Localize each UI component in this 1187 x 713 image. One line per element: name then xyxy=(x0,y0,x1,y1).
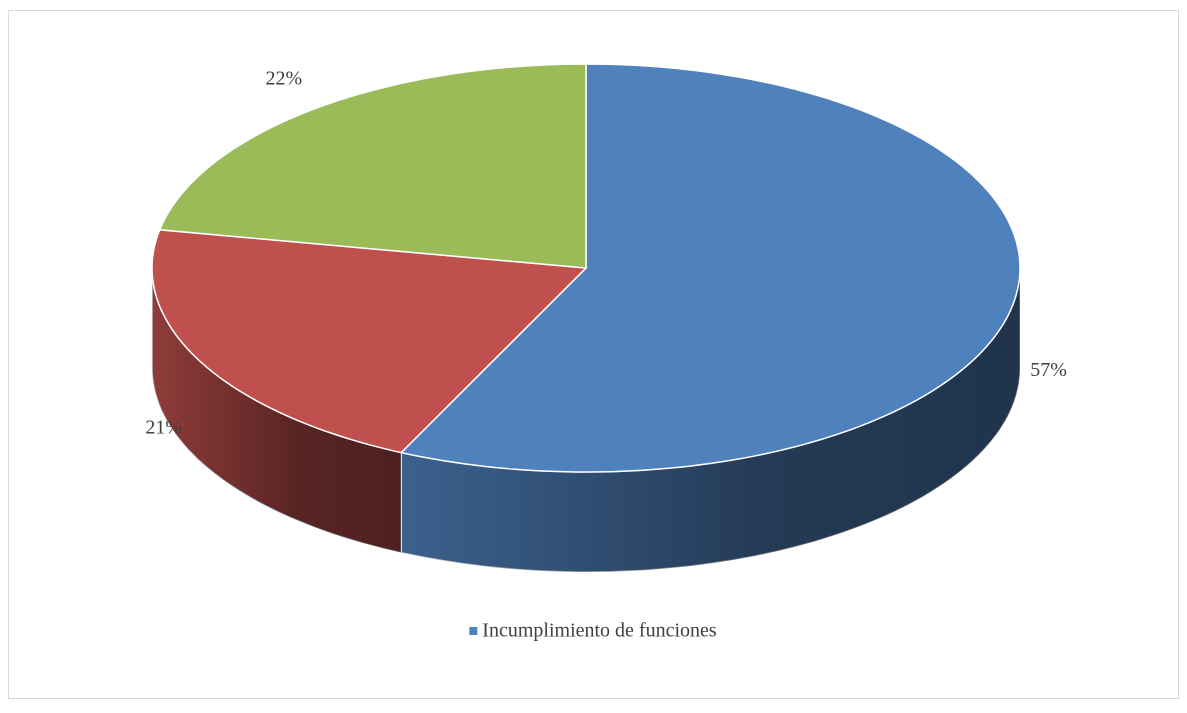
slice-side-shade xyxy=(401,268,1020,572)
slice xyxy=(399,63,1021,573)
legend: Incumplimiento de funciones xyxy=(469,620,717,642)
slice-top xyxy=(158,63,587,269)
slice-top xyxy=(151,229,588,454)
data-label: 57% xyxy=(1030,359,1067,381)
slice xyxy=(151,229,588,554)
slice-top xyxy=(399,63,1021,473)
legend-swatch xyxy=(469,627,478,635)
slice-side-shade xyxy=(152,268,402,553)
legend-label: Incumplimiento de funciones xyxy=(482,620,717,642)
data-label: 21% xyxy=(145,416,182,438)
data-label: 22% xyxy=(266,68,303,90)
slice xyxy=(158,63,587,269)
